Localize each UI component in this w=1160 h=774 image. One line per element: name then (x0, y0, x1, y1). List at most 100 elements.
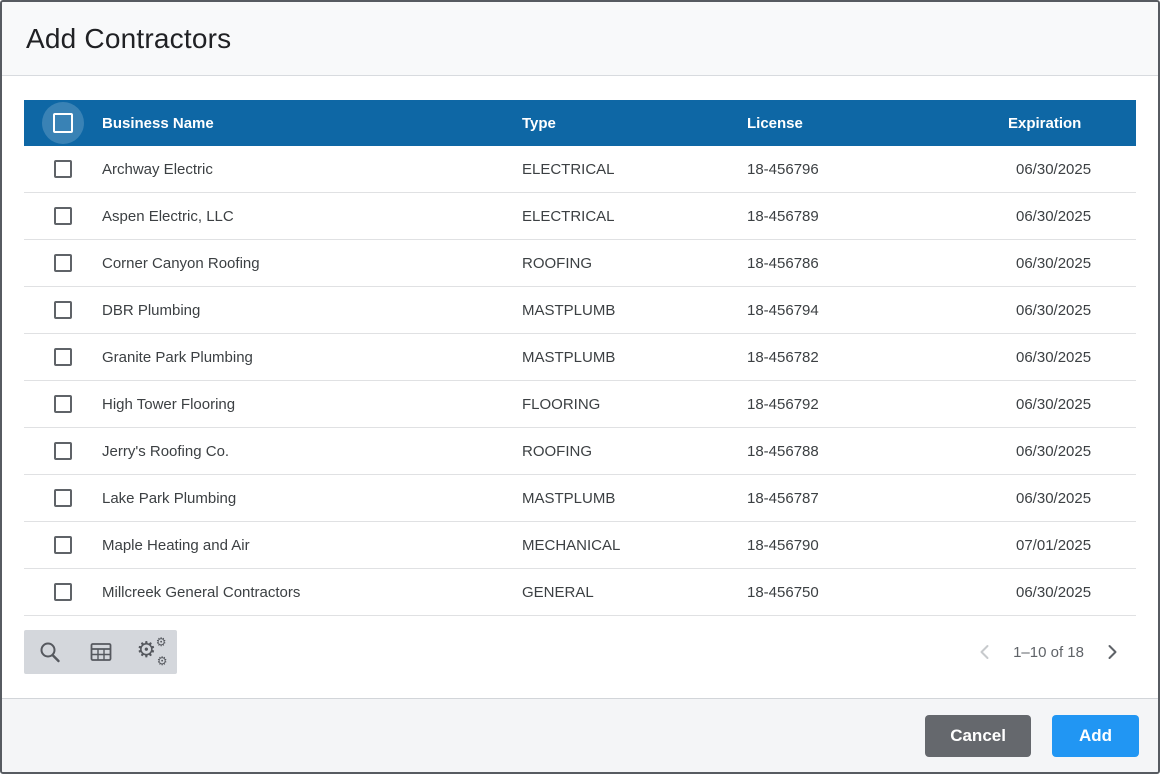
expiration-cell: 07/01/2025 (1016, 536, 1092, 554)
settings-gears-icon: ⚙ ⚙ ⚙ (136, 635, 168, 668)
expiration-cell: 06/30/2025 (1016, 254, 1092, 272)
expiration-cell: 06/30/2025 (1016, 489, 1092, 507)
chevron-left-icon (977, 644, 993, 660)
type-cell: MASTPLUMB (522, 348, 616, 366)
type-cell: ELECTRICAL (522, 160, 615, 178)
search-icon (38, 640, 62, 664)
business-name-cell: Archway Electric (102, 160, 213, 178)
table-body: Archway Electric ELECTRICAL 18-456796 06… (24, 146, 1136, 616)
table-footer: ⚙ ⚙ ⚙ 1–10 of 18 (24, 630, 1136, 674)
row-checkbox-cell (24, 442, 102, 460)
table-row[interactable]: Millcreek General Contractors GENERAL 18… (24, 569, 1136, 616)
expiration-cell: 06/30/2025 (1016, 583, 1092, 601)
table-toolbar: ⚙ ⚙ ⚙ (24, 630, 177, 674)
row-checkbox[interactable] (54, 536, 72, 554)
row-checkbox-cell (24, 395, 102, 413)
column-header-business-name[interactable]: Business Name (102, 114, 214, 132)
dialog-footer: Cancel Add (2, 698, 1158, 772)
expiration-cell: 06/30/2025 (1016, 160, 1092, 178)
column-header-license[interactable]: License (747, 114, 803, 132)
expiration-cell: 06/30/2025 (1016, 442, 1092, 460)
add-button[interactable]: Add (1051, 714, 1139, 757)
column-header-expiration[interactable]: Expiration (1008, 114, 1082, 132)
row-checkbox[interactable] (54, 301, 72, 319)
business-name-cell: Aspen Electric, LLC (102, 207, 234, 225)
type-cell: FLOORING (522, 395, 601, 413)
row-checkbox-cell (24, 160, 102, 178)
row-checkbox-cell (24, 489, 102, 507)
row-checkbox[interactable] (54, 583, 72, 601)
business-name-cell: Jerry's Roofing Co. (102, 442, 230, 460)
row-checkbox[interactable] (54, 489, 72, 507)
row-checkbox-cell (24, 254, 102, 272)
business-name-cell: DBR Plumbing (102, 301, 201, 319)
chevron-right-icon (1104, 644, 1120, 660)
business-name-cell: Granite Park Plumbing (102, 348, 253, 366)
business-name-cell: Millcreek General Contractors (102, 583, 301, 601)
expiration-cell: 06/30/2025 (1016, 301, 1092, 319)
row-checkbox-cell (24, 348, 102, 366)
dialog-titlebar: Add Contractors (2, 2, 1158, 76)
table-row[interactable]: Jerry's Roofing Co. ROOFING 18-456788 06… (24, 428, 1136, 475)
grid-settings-button[interactable]: ⚙ ⚙ ⚙ (126, 630, 177, 674)
row-checkbox[interactable] (54, 207, 72, 225)
table-row[interactable]: Aspen Electric, LLC ELECTRICAL 18-456789… (24, 193, 1136, 240)
license-cell: 18-456787 (747, 489, 819, 507)
type-cell: ROOFING (522, 442, 592, 460)
license-cell: 18-456789 (747, 207, 819, 225)
dialog-content: Business Name Type License Expiration Ar… (2, 76, 1158, 698)
dialog-title: Add Contractors (26, 22, 232, 54)
next-page-button[interactable] (1104, 644, 1120, 660)
table-grid-icon (89, 640, 113, 664)
table-row[interactable]: Archway Electric ELECTRICAL 18-456796 06… (24, 146, 1136, 193)
column-settings-button[interactable] (75, 630, 126, 674)
license-cell: 18-456792 (747, 395, 819, 413)
license-cell: 18-456786 (747, 254, 819, 272)
table-row[interactable]: Corner Canyon Roofing ROOFING 18-456786 … (24, 240, 1136, 287)
row-checkbox-cell (24, 536, 102, 554)
pagination-range-label: 1–10 of 18 (1013, 643, 1084, 661)
license-cell: 18-456790 (747, 536, 819, 554)
expiration-cell: 06/30/2025 (1016, 395, 1092, 413)
type-cell: MASTPLUMB (522, 301, 616, 319)
cancel-button[interactable]: Cancel (925, 714, 1031, 757)
table-header-row: Business Name Type License Expiration (24, 100, 1136, 146)
select-all-cell (24, 102, 102, 144)
pagination: 1–10 of 18 (977, 644, 1120, 661)
type-cell: GENERAL (522, 583, 594, 601)
license-cell: 18-456796 (747, 160, 819, 178)
row-checkbox-cell (24, 207, 102, 225)
license-cell: 18-456750 (747, 583, 819, 601)
row-checkbox[interactable] (54, 442, 72, 460)
table-row[interactable]: Lake Park Plumbing MASTPLUMB 18-456787 0… (24, 475, 1136, 522)
expiration-cell: 06/30/2025 (1016, 207, 1092, 225)
license-cell: 18-456782 (747, 348, 819, 366)
select-all-checkbox[interactable] (53, 113, 73, 133)
type-cell: ROOFING (522, 254, 592, 272)
type-cell: ELECTRICAL (522, 207, 615, 225)
row-checkbox-cell (24, 583, 102, 601)
license-cell: 18-456794 (747, 301, 819, 319)
previous-page-button[interactable] (977, 644, 993, 660)
table-row[interactable]: DBR Plumbing MASTPLUMB 18-456794 06/30/2… (24, 287, 1136, 334)
business-name-cell: Corner Canyon Roofing (102, 254, 260, 272)
type-cell: MASTPLUMB (522, 489, 616, 507)
business-name-cell: High Tower Flooring (102, 395, 236, 413)
column-header-type[interactable]: Type (522, 114, 556, 132)
table-row[interactable]: High Tower Flooring FLOORING 18-456792 0… (24, 381, 1136, 428)
license-cell: 18-456788 (747, 442, 819, 460)
search-button[interactable] (24, 630, 75, 674)
table-row[interactable]: Maple Heating and Air MECHANICAL 18-4567… (24, 522, 1136, 569)
row-checkbox[interactable] (54, 254, 72, 272)
row-checkbox[interactable] (54, 395, 72, 413)
business-name-cell: Lake Park Plumbing (102, 489, 237, 507)
table-row[interactable]: Granite Park Plumbing MASTPLUMB 18-45678… (24, 334, 1136, 381)
row-checkbox-cell (24, 301, 102, 319)
row-checkbox[interactable] (54, 160, 72, 178)
checkbox-ripple (42, 102, 84, 144)
row-checkbox[interactable] (54, 348, 72, 366)
business-name-cell: Maple Heating and Air (102, 536, 250, 554)
type-cell: MECHANICAL (522, 536, 621, 554)
expiration-cell: 06/30/2025 (1016, 348, 1092, 366)
